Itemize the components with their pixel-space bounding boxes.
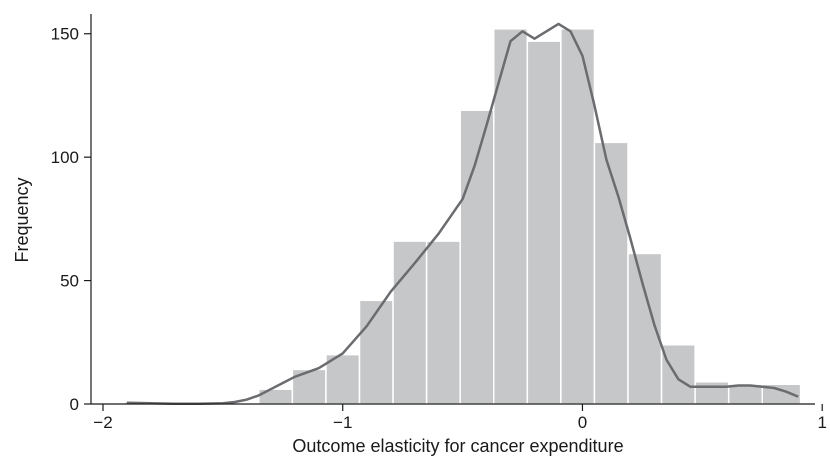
x-tick-label: 0 [578, 413, 587, 432]
histogram-bar [593, 141, 629, 405]
histogram-bars [123, 28, 802, 405]
x-axis-ticks: −2 −1 0 1 [93, 404, 827, 432]
y-tick-label: 100 [51, 148, 79, 167]
x-tick-label: −1 [333, 413, 352, 432]
density-curve [126, 22, 799, 406]
axes [90, 14, 815, 405]
histogram-bar [425, 240, 461, 405]
y-axis-title: Frequency [12, 177, 32, 262]
histogram-bar [358, 299, 394, 405]
y-axis-ticks: 0 50 100 150 [51, 25, 91, 414]
y-tick-label: 0 [70, 395, 79, 414]
histogram-bar [660, 344, 696, 405]
x-tick-label: −2 [93, 413, 112, 432]
y-tick-label: 150 [51, 25, 79, 44]
histogram-bar [526, 40, 562, 405]
histogram-bar [392, 240, 428, 405]
x-tick-label: 1 [817, 413, 826, 432]
histogram-bar [694, 381, 730, 405]
x-axis-title: Outcome elasticity for cancer expenditur… [292, 436, 623, 456]
y-tick-label: 50 [60, 272, 79, 291]
